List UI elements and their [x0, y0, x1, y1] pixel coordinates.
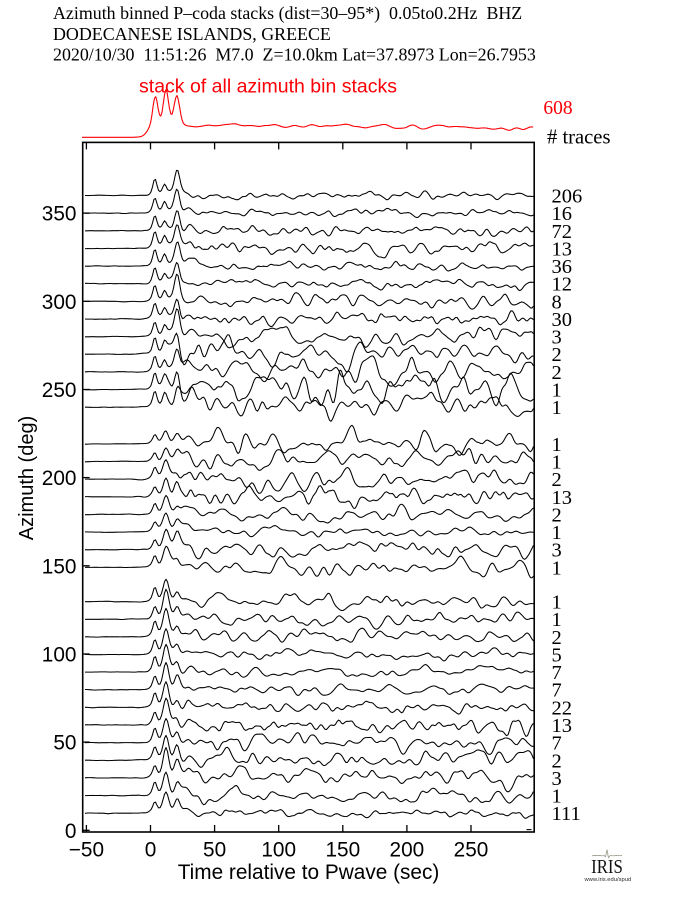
svg-text:2: 2 [552, 469, 562, 491]
svg-text:50: 50 [53, 732, 76, 755]
svg-text:5: 5 [552, 645, 562, 667]
svg-text:IRIS: IRIS [591, 855, 623, 878]
svg-text:Azimuth binned P–coda stacks (: Azimuth binned P–coda stacks (dist=30–95… [53, 3, 522, 24]
svg-text:1: 1 [552, 592, 562, 614]
svg-text:1: 1 [552, 609, 562, 631]
svg-text:30: 30 [552, 309, 573, 331]
svg-text:36: 36 [552, 256, 573, 278]
svg-text:0: 0 [145, 839, 157, 862]
svg-text:1: 1 [552, 452, 562, 474]
svg-text:206: 206 [552, 186, 583, 208]
svg-text:1: 1 [552, 434, 562, 456]
svg-text:−50: −50 [69, 839, 104, 862]
svg-text:150: 150 [42, 555, 77, 578]
svg-text:3: 3 [552, 540, 562, 562]
svg-text:111: 111 [552, 803, 581, 825]
svg-text:1: 1 [552, 786, 562, 808]
svg-text:8: 8 [552, 291, 562, 313]
svg-text:150: 150 [325, 839, 360, 862]
svg-text:www.iris.edu/spud: www.iris.edu/spud [583, 877, 631, 883]
svg-text:2: 2 [552, 344, 562, 366]
svg-text:2: 2 [552, 750, 562, 772]
svg-text:1: 1 [552, 557, 562, 579]
svg-text:7: 7 [552, 662, 562, 684]
svg-text:100: 100 [261, 839, 296, 862]
svg-text:12: 12 [552, 274, 573, 296]
svg-text:Azimuth (deg): Azimuth (deg) [16, 416, 38, 541]
svg-text:200: 200 [42, 467, 77, 490]
svg-text:2: 2 [552, 362, 562, 384]
svg-text:13: 13 [552, 715, 573, 737]
svg-text:2: 2 [552, 627, 562, 649]
svg-text:300: 300 [42, 291, 77, 314]
svg-text:100: 100 [42, 644, 77, 667]
svg-text:350: 350 [42, 203, 77, 226]
svg-text:3: 3 [552, 327, 562, 349]
svg-text:Time relative to Pwave (sec): Time relative to Pwave (sec) [178, 861, 440, 884]
svg-text:1: 1 [552, 397, 562, 419]
svg-text:stack of all azimuth bin stack: stack of all azimuth bin stacks [139, 76, 397, 98]
svg-text:200: 200 [390, 839, 425, 862]
svg-text:3: 3 [552, 768, 562, 790]
svg-text:13: 13 [552, 238, 573, 260]
svg-text:13: 13 [552, 487, 573, 509]
svg-text:1: 1 [552, 380, 562, 402]
svg-text:7: 7 [552, 680, 562, 702]
svg-text:2020/10/30 11:51:26 M7.0 Z=: 2020/10/30 11:51:26 M7.0 Z=10.0km Lat=37… [53, 45, 536, 65]
svg-text:1: 1 [552, 522, 562, 544]
svg-text:250: 250 [42, 379, 77, 402]
svg-text:# traces: # traces [547, 127, 610, 149]
svg-text:22: 22 [552, 697, 573, 719]
svg-text:2: 2 [552, 504, 562, 526]
svg-text:608: 608 [543, 98, 572, 119]
svg-text:50: 50 [203, 839, 226, 862]
svg-text:DODECANESE ISLANDS, GREECE: DODECANESE ISLANDS, GREECE [53, 24, 331, 44]
svg-text:16: 16 [552, 203, 573, 225]
svg-text:7: 7 [552, 733, 562, 755]
svg-text:72: 72 [552, 221, 573, 243]
svg-text:250: 250 [454, 839, 489, 862]
svg-text:0: 0 [65, 820, 77, 843]
